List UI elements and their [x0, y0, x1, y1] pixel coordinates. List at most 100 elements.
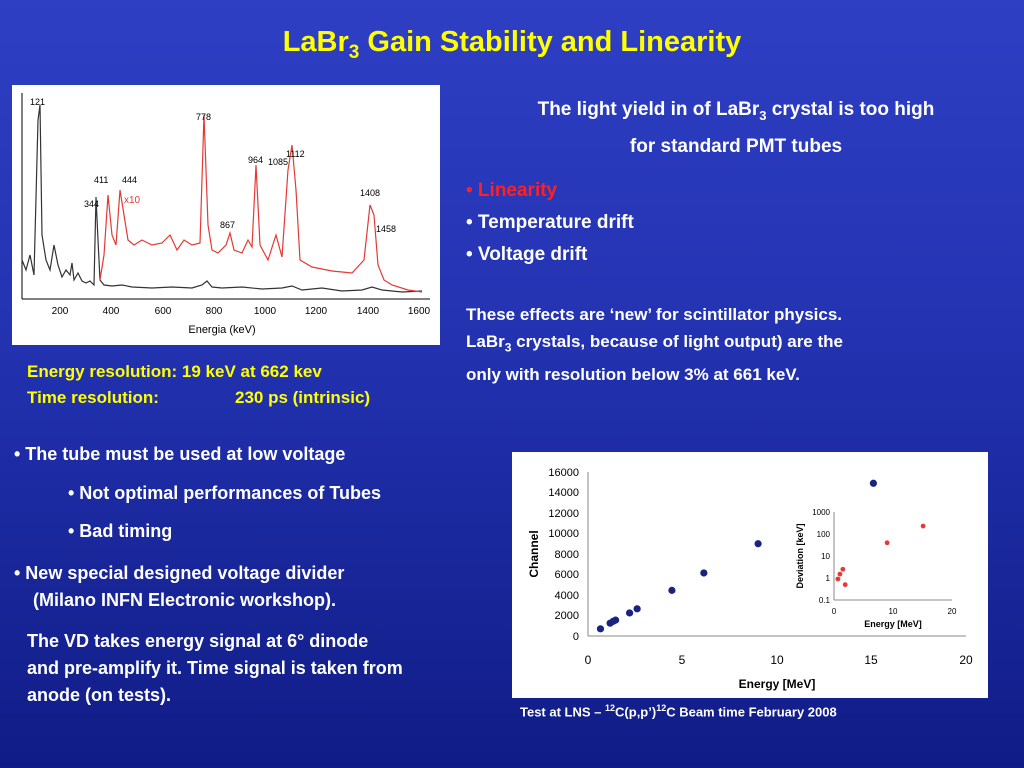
inset-background [794, 507, 954, 607]
energy-resolution: Energy resolution: 19 keV at 662 kev [27, 362, 322, 381]
vd-line-3: anode (on tests). [27, 685, 172, 705]
main-data-point [754, 540, 762, 548]
peak-label-1458: 1458 [376, 224, 396, 234]
peak-label-344: 344 [84, 199, 99, 209]
main-y-tick: 14000 [548, 487, 579, 499]
title-subscript: 3 [348, 41, 360, 63]
effects-line-1: These effects are ‘new’ for scintillator… [466, 305, 843, 324]
peak-label-411: 411 [94, 175, 108, 185]
inset-y-tick: 1 [826, 574, 831, 583]
peak-label-444: 444 [122, 175, 137, 185]
spectrum-x-tick: 800 [206, 306, 223, 317]
title-main: LaBr [282, 26, 349, 58]
spectrum-x-tick: 1000 [254, 306, 277, 317]
time-resolution-label: Time resolution: [27, 388, 159, 407]
main-x-tick: 5 [679, 653, 686, 667]
bullet-voltage-drift: • Voltage drift [466, 244, 588, 265]
inset-y-tick: 1000 [812, 508, 830, 517]
caption-sup-1: 12 [605, 703, 616, 713]
main-y-tick: 0 [573, 631, 579, 643]
spectrum-x-tick: 1600 [408, 306, 431, 317]
inset-x-tick: 20 [948, 607, 957, 616]
main-x-tick: 20 [959, 653, 973, 667]
inset-x-tick: 10 [889, 607, 898, 616]
peak-label-121: 121 [30, 97, 45, 107]
spectrum-plot: 121 344 411 444 778 867 964 1085 1112 14… [21, 93, 431, 336]
peak-label-778: 778 [196, 112, 211, 122]
main-y-tick: 6000 [555, 569, 579, 581]
light-yield-subscript: 3 [759, 107, 767, 123]
main-y-tick: 10000 [548, 528, 579, 540]
main-data-point [625, 609, 634, 617]
bullet-temperature-drift: • Temperature drift [466, 212, 634, 233]
peak-label-1085: 1085 [268, 157, 288, 167]
inset-x-tick: 0 [832, 607, 837, 616]
inset-data-point [920, 523, 926, 529]
inset-y-label: Deviation [keV] [795, 523, 805, 588]
vd-line-1: The VD takes energy signal at 6° dinode [27, 631, 369, 651]
light-yield-heading: The light yield in of LaBr3 crystal is t… [462, 94, 1010, 162]
main-x-label: Energy [MeV] [739, 677, 816, 691]
vd-line-2: and pre-amplify it. Time signal is taken… [27, 658, 403, 678]
vd-paragraph: The VD takes energy signal at 6° dinode … [27, 628, 512, 709]
spectrum-x-tick: 200 [52, 306, 69, 317]
main-series [596, 479, 877, 633]
spectrum-figure: 121 344 411 444 778 867 964 1085 1112 14… [12, 85, 440, 345]
main-y-tick: 2000 [555, 610, 579, 622]
caption-text-c: C Beam time February 2008 [666, 704, 837, 720]
main-y-tick: 16000 [548, 467, 579, 479]
inset-series [835, 523, 926, 588]
effects-line-2b: crystals, because of light output) are t… [511, 332, 843, 351]
light-yield-text-a: The light yield in of LaBr [537, 99, 760, 120]
inset-data-point [837, 571, 843, 577]
spectrum-x-tick: 1200 [305, 306, 328, 317]
main-data-point [633, 605, 641, 613]
main-x-tick: 15 [864, 653, 878, 667]
main-data-point [596, 625, 605, 633]
caption-text-a: Test at LNS – [520, 704, 606, 720]
main-x-tick: 10 [770, 653, 784, 667]
peak-label-867: 867 [220, 220, 235, 230]
bullet-not-optimal: • Not optimal performances of Tubes [68, 483, 382, 503]
effects-line-3: only with resolution below 3% at 661 keV… [466, 365, 800, 385]
spectrum-black-trace [21, 104, 423, 293]
linearity-chart-svg: 0 2000 4000 6000 8000 10000 12000 14000 … [527, 467, 973, 691]
inset-data-point [884, 540, 890, 546]
inset-x-label: Energy [MeV] [864, 619, 922, 629]
spectrum-x-label: Energia (keV) [188, 324, 255, 336]
main-data-point [869, 479, 877, 487]
spectrum-x-tick: 400 [103, 306, 120, 317]
inset-y-tick: 10 [821, 552, 830, 561]
peak-label-1112: 1112 [286, 149, 305, 159]
spectrum-x-tick: 1400 [357, 306, 380, 317]
time-resolution-value: 230 ps (intrinsic) [235, 388, 371, 407]
bullet-low-voltage: • The tube must be used at low voltage [14, 444, 346, 464]
bullet-linearity: • Linearity [466, 180, 558, 201]
main-data-point [668, 586, 676, 594]
inset-data-point [842, 582, 848, 588]
main-data-point [611, 616, 620, 624]
chart-caption: Test at LNS – 12C(p,p’)12C Beam time Feb… [520, 703, 990, 719]
main-x-tick: 0 [585, 653, 592, 667]
effects-line-2a: LaBr [466, 332, 505, 351]
inset-y-tick: 100 [817, 530, 831, 539]
light-yield-text-line2: for standard PMT tubes [629, 135, 843, 157]
title-rest: Gain Stability and Linearity [359, 26, 742, 58]
peak-label-1408: 1408 [360, 188, 380, 198]
caption-text-b: C(p,p’) [615, 704, 657, 720]
spectrum-red-trace [99, 114, 423, 293]
effects-paragraph: These effects are ‘new’ for scintillator… [466, 301, 1006, 388]
main-y-tick: 8000 [555, 549, 579, 561]
peak-label-964: 964 [248, 155, 263, 165]
voltage-divider-workshop: (Milano INFN Electronic workshop). [33, 590, 337, 610]
effects-subscript: 3 [504, 340, 512, 355]
scale-x10-label: x10 [124, 195, 141, 206]
light-yield-text-b: crystal is too high [766, 99, 935, 120]
caption-sup-2: 12 [656, 703, 667, 713]
main-y-tick: 12000 [548, 508, 579, 520]
inset-data-point [835, 576, 841, 582]
main-data-point [700, 569, 708, 577]
page-title: LaBr3 Gain Stability and Linearity [0, 26, 1024, 64]
bullet-voltage-divider: • New special designed voltage divider [14, 563, 345, 583]
inset-data-point [840, 566, 846, 572]
